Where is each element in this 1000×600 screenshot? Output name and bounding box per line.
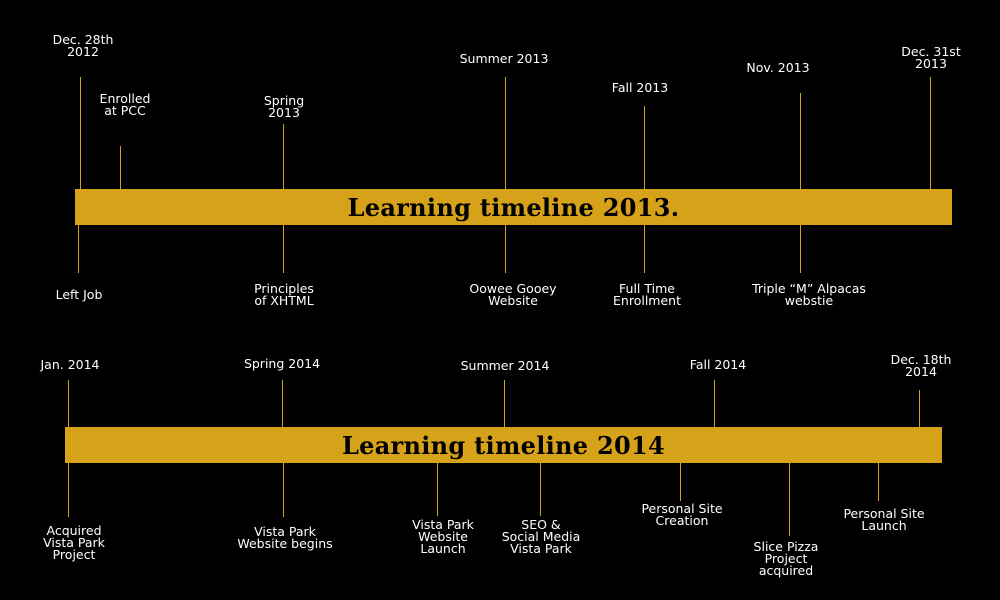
event-label: Fall 2014 <box>689 357 747 372</box>
event-label: Personal Site Launch <box>843 506 925 533</box>
timeline-2014-band: Learning timeline 2014 <box>65 427 942 463</box>
event-label: Dec. 18th 2014 <box>890 352 952 379</box>
event-label: Personal Site Creation <box>641 501 723 528</box>
tick-dec-31-2013 <box>930 77 931 189</box>
tick-spring-2014 <box>282 380 283 427</box>
event-label: Oowee Gooey Website <box>469 281 557 308</box>
tick-seo-social <box>540 463 541 516</box>
tick-summer-2014 <box>504 380 505 427</box>
tick-principles-xhtml <box>283 225 284 273</box>
tick-left-job <box>78 225 79 273</box>
tick-spring-2013 <box>283 124 284 189</box>
event-label: Slice Pizza Project acquired <box>753 539 819 578</box>
event-label: Jan. 2014 <box>40 357 100 372</box>
event-label: Triple “M” Alpacas webstie <box>752 281 866 308</box>
timeline-2013-title: Learning timeline 2013. <box>347 192 680 222</box>
tick-triple-m <box>800 225 801 273</box>
tick-jan-2014 <box>68 380 69 427</box>
event-label: Vista Park Website begins <box>237 524 333 551</box>
tick-vista-park-begins <box>283 463 284 517</box>
tick-slice-pizza <box>789 463 790 536</box>
event-label: Vista Park Website Launch <box>412 517 474 556</box>
event-label: Dec. 28th 2012 <box>52 32 114 59</box>
event-label: Full Time Enrollment <box>613 281 681 308</box>
event-label: Spring 2014 <box>243 356 321 371</box>
timeline-2014-title: Learning timeline 2014 <box>341 430 666 460</box>
event-label: Left Job <box>55 287 103 302</box>
tick-personal-site-creation <box>680 463 681 501</box>
tick-oowee-gooey <box>505 225 506 273</box>
timeline-2013-band: Learning timeline 2013. <box>75 189 952 225</box>
tick-enrolled-pcc <box>120 146 121 189</box>
event-label: Fall 2013 <box>611 80 669 95</box>
event-label: SEO & Social Media Vista Park <box>501 517 581 556</box>
event-label: Enrolled at PCC <box>99 91 151 118</box>
event-label: Spring 2013 <box>263 93 305 120</box>
tick-vista-park-launch <box>437 463 438 516</box>
tick-dec-28-2012 <box>80 77 81 189</box>
tick-acquired-vista-park <box>68 463 69 517</box>
event-label: Dec. 31st 2013 <box>901 44 961 71</box>
event-label: Summer 2014 <box>460 358 550 373</box>
tick-fall-2014 <box>714 380 715 427</box>
event-label: Summer 2013 <box>459 51 549 66</box>
tick-fall-2013 <box>644 106 645 189</box>
tick-dec-18-2014 <box>919 390 920 427</box>
tick-personal-site-launch <box>878 463 879 501</box>
tick-summer-2013 <box>505 77 506 189</box>
event-label: Acquired Vista Park Project <box>43 523 105 562</box>
tick-nov-2013 <box>800 93 801 189</box>
event-label: Nov. 2013 <box>746 60 810 75</box>
event-label: Principles of XHTML <box>254 281 314 308</box>
tick-full-time <box>644 225 645 273</box>
